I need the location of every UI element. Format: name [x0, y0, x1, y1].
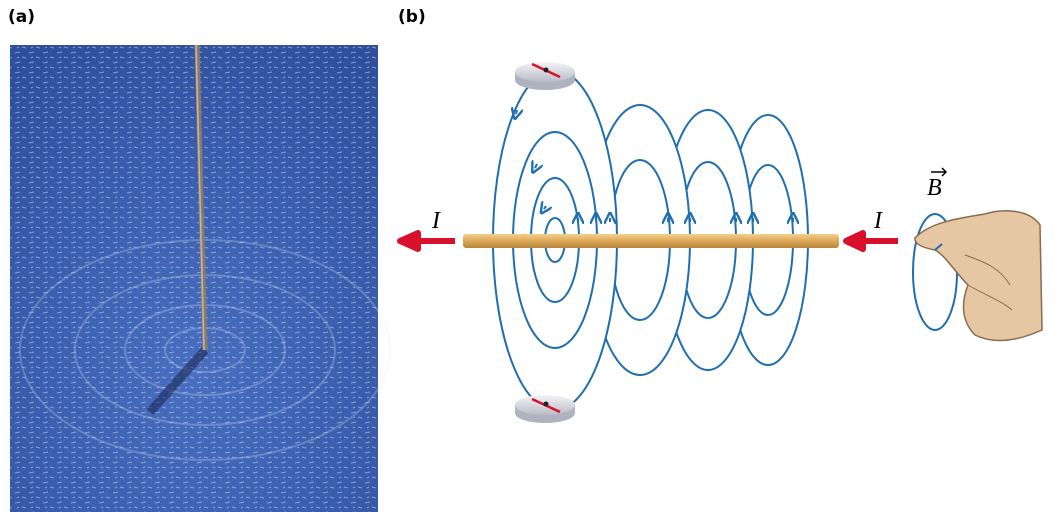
compass [515, 395, 575, 423]
hand: B [913, 168, 1042, 340]
panel-label: (b) [398, 7, 426, 27]
compass [515, 62, 575, 90]
field-label: B [927, 175, 942, 201]
wire [463, 234, 839, 248]
photo [10, 45, 390, 512]
current-arrow [846, 233, 898, 249]
panel-label: (a) [8, 7, 35, 27]
current-arrow [400, 233, 455, 249]
figure: (a) (b) [0, 0, 1060, 512]
current-label: I [431, 208, 441, 234]
current-label: I [873, 208, 883, 234]
